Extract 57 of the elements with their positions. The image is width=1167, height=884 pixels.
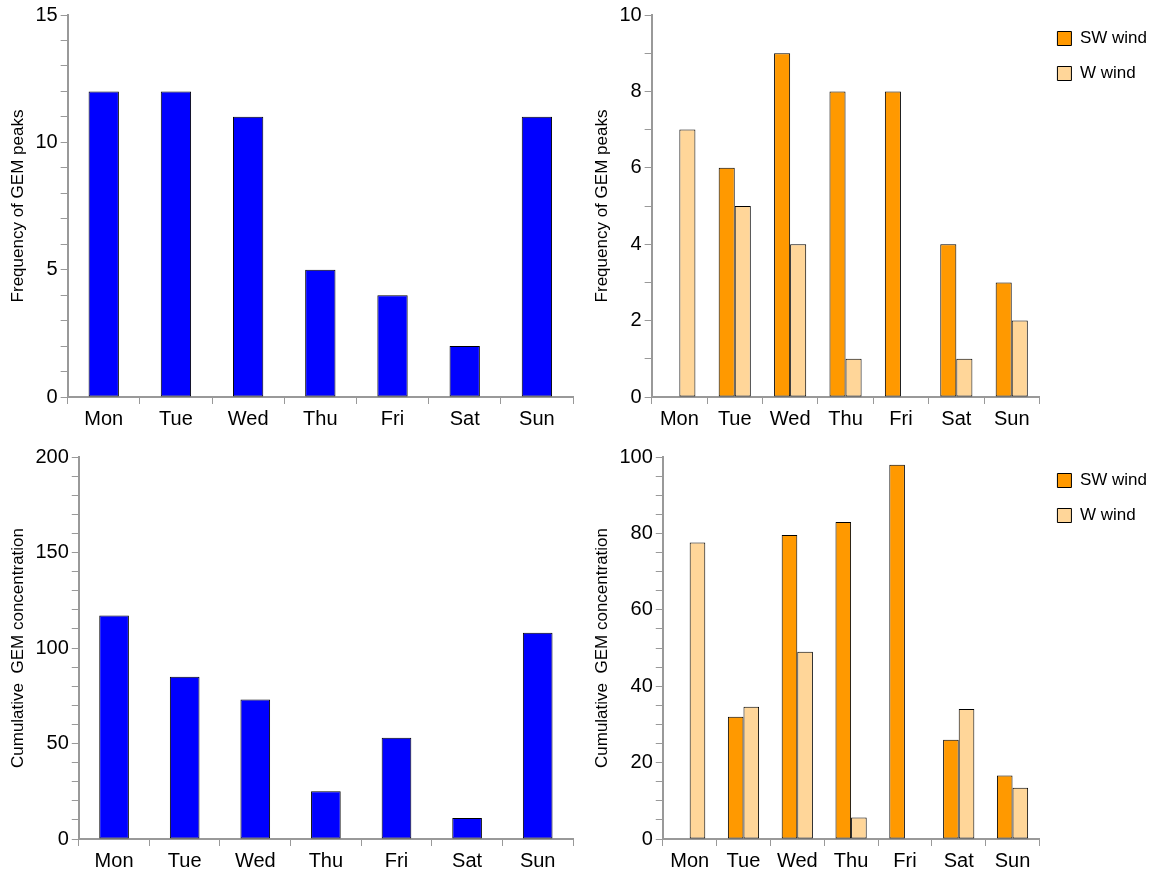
y-axis-title: Cumulative GEM concentration [7,528,27,768]
x-tick-label: Sat [941,406,972,429]
y-tick-label: 200 [35,444,69,467]
x-tick-label: Tue [726,848,761,871]
y-tick-label: 40 [630,673,653,696]
x-tick-label: Tue [167,848,202,871]
y-axis-title: Frequency of GEM peaks [7,109,27,303]
y-tick-label: 10 [35,129,58,152]
x-tick-label: Sat [452,848,483,871]
x-tick-label: Fri [384,848,409,871]
legend-label: W wind [1079,63,1136,83]
x-tick-label: Mon [84,406,124,429]
x-tick-label: Mon [659,406,699,429]
y-tick-label: 6 [630,155,642,178]
y-tick-label: 5 [46,257,58,280]
y-tick-label: 2 [630,308,642,331]
x-tick-label: Thu [308,848,344,871]
x-tick-label: Tue [159,406,193,429]
x-tick-label: Tue [717,406,752,429]
y-axis-title: Frequency of GEM peaks [591,109,611,303]
x-tick-label: Fri [893,848,917,871]
x-tick-label: Fri [380,406,405,429]
y-tick-label: 15 [35,2,58,25]
y-tick-label: 20 [630,750,653,773]
x-tick-label: Mon [670,848,710,871]
x-tick-label: Wed [776,848,818,871]
legend-label: SW wind [1079,28,1148,48]
x-tick-label: Thu [833,848,869,871]
x-tick-label: Sun [519,848,556,871]
y-tick-label: 8 [630,78,642,101]
x-tick-label: Wed [769,406,811,429]
y-tick-label: 4 [630,231,642,254]
x-tick-label: Thu [303,406,338,429]
x-tick-label: Sat [943,848,975,871]
y-tick-label: 100 [35,635,69,658]
y-tick-label: 10 [619,2,642,25]
legend-label: SW wind [1079,470,1148,490]
legend-label: W wind [1079,505,1136,525]
y-axis-title: Cumulative GEM concentration [591,528,611,768]
x-tick-label: Thu [828,406,863,429]
y-tick-label: 0 [57,826,69,849]
y-tick-label: 50 [46,731,69,754]
x-tick-label: Wed [234,848,276,871]
y-tick-label: 60 [630,597,653,620]
x-tick-label: Wed [227,406,269,429]
y-tick-label: 80 [630,520,653,543]
x-tick-label: Mon [94,848,134,871]
y-tick-label: 150 [35,540,69,563]
y-tick-label: 0 [46,384,58,407]
x-tick-label: Sun [993,406,1030,429]
x-tick-label: Sun [994,848,1031,871]
x-tick-label: Fri [889,406,913,429]
y-tick-label: 0 [641,826,653,849]
y-tick-label: 0 [630,384,642,407]
y-tick-label: 100 [619,444,653,467]
x-tick-label: Sat [449,406,481,429]
x-tick-label: Sun [519,406,555,429]
